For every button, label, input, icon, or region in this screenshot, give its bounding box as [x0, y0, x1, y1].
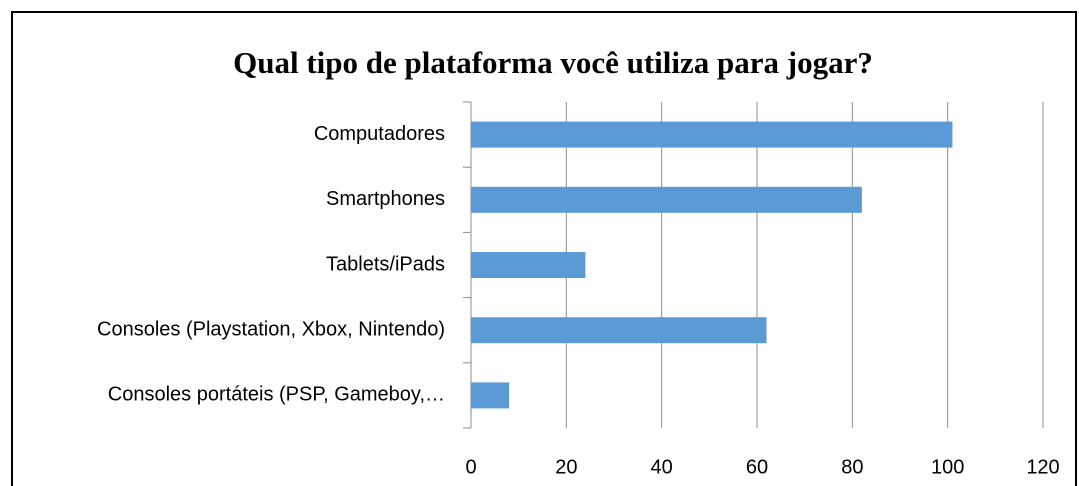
x-tick-label: 80: [841, 456, 863, 478]
bar: [471, 382, 510, 409]
chart-border: [11, 11, 1077, 486]
y-tick-label: Computadores: [314, 123, 445, 145]
x-tick-label: 60: [746, 456, 768, 478]
y-tick-label: Tablets/iPads: [326, 253, 445, 275]
x-tick-label: 120: [1026, 456, 1059, 478]
x-tick-label: 0: [465, 456, 476, 478]
chart-title: Qual tipo de plataforma você utiliza par…: [233, 45, 873, 80]
bar: [471, 121, 953, 148]
x-tick-label: 20: [555, 456, 577, 478]
bar: [471, 186, 862, 213]
y-tick-label: Consoles portáteis (PSP, Gameboy,…: [108, 384, 445, 406]
y-tick-label: Consoles (Playstation, Xbox, Nintendo): [97, 318, 445, 340]
bar: [471, 317, 767, 344]
x-tick-label: 100: [931, 456, 964, 478]
y-tick-label: Smartphones: [326, 188, 445, 210]
x-tick-label: 40: [651, 456, 673, 478]
bar: [471, 252, 586, 278]
